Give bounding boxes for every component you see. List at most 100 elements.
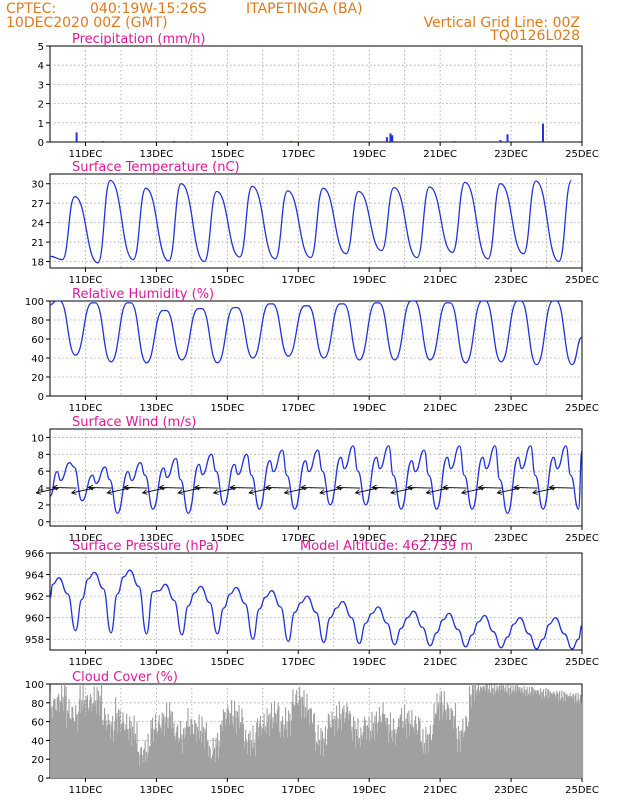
wind-vector-head [158, 484, 165, 491]
cloud-cover-bar [204, 728, 206, 778]
cloud-cover-bar [195, 723, 197, 778]
cloud-cover-bar [108, 720, 110, 778]
cloud-cover-bar [423, 742, 426, 778]
cloud-cover-bar [518, 687, 520, 778]
cloud-cover-bar [165, 721, 167, 778]
pressure-xtick-label: 23DEC [494, 657, 528, 668]
cloud-cover-bar [219, 747, 221, 778]
cloud-cover-bar [533, 688, 535, 778]
cloud-cover-bar [66, 710, 69, 778]
cloud-cover-bar [330, 727, 332, 778]
cloud-cover-bar [151, 717, 154, 778]
cloud-cover-bar [469, 696, 471, 778]
cloud-cover-bar [148, 753, 150, 778]
cloud-cover-bar [535, 690, 537, 778]
cloud-cover-bar [460, 729, 462, 778]
cloud-cover-bar [133, 715, 135, 778]
cloud-cover-bar [171, 728, 173, 778]
wind-vector-head [229, 484, 235, 491]
cloud-cover-bar [490, 693, 492, 778]
cloud-cover-bar [466, 726, 468, 778]
cloud-cover-bar [335, 720, 337, 778]
cloud-cover-bar [102, 719, 104, 778]
wind-vector-head [319, 489, 325, 495]
cloud-cover-bar [196, 742, 198, 778]
cloud-cover-bar [140, 747, 143, 778]
cloud-cover-bar [475, 690, 477, 778]
wind-ytick-label: 4 [38, 484, 44, 495]
cloud-cover-bar [539, 695, 541, 778]
cloud-cover-bar [81, 700, 83, 778]
cloud-cover-ytick-label: 60 [31, 718, 44, 729]
cloud-cover-bar [167, 717, 169, 778]
wind-vector-head [283, 489, 290, 495]
cloud-cover-bar [128, 739, 130, 778]
cloud-cover-bar [324, 742, 326, 778]
cloud-cover-bar [99, 695, 101, 778]
cloud-cover-bar [168, 728, 170, 778]
cloud-cover-bar [349, 710, 351, 778]
cloud-cover-bar [383, 713, 386, 778]
cloud-cover-bar [386, 726, 388, 778]
cloud-cover-panel: 0 20 40 60 80 100 11DEC 13DEC 15DEC 17DEC 19DEC 21D… [25, 670, 599, 796]
precipitation-bar [102, 141, 105, 142]
cloud-cover-bar [70, 719, 72, 778]
cloud-cover-bar [526, 687, 528, 778]
cloud-cover-bar [262, 723, 264, 778]
cloud-cover-bar [313, 712, 315, 778]
cloud-cover-bar [562, 701, 564, 778]
cloud-cover-bar [74, 721, 76, 778]
cloud-cover-bar [242, 716, 244, 778]
cloud-cover-bar [541, 698, 543, 778]
cloud-cover-bar [328, 715, 330, 778]
cloud-cover-bar [88, 707, 90, 778]
cloud-cover-bar [570, 696, 572, 778]
header-coords: 040:19W-15:26S [90, 1, 207, 17]
cloud-cover-bar [421, 747, 423, 778]
cloud-cover-bar [536, 693, 538, 778]
cloud-cover-bar [256, 718, 259, 778]
cloud-cover-bar [231, 722, 233, 778]
cloud-cover-bar [554, 694, 556, 778]
cloud-cover-bar [277, 702, 279, 778]
cloud-cover-bar [233, 726, 235, 778]
cloud-cover-bar [157, 721, 160, 778]
cloud-cover-bar [400, 714, 402, 778]
cloud-cover-bar [508, 695, 510, 778]
cloud-cover-bar [375, 711, 377, 778]
cloud-cover-bar [288, 721, 290, 778]
cloud-cover-bar [85, 696, 87, 778]
cloud-cover-bar [514, 692, 516, 778]
cloud-cover-bar [582, 697, 584, 778]
cloud-cover-bar [236, 733, 238, 778]
cloud-cover-bar [278, 706, 280, 778]
cloud-cover-bar [366, 724, 369, 778]
cloud-cover-bar [559, 700, 561, 778]
cloud-cover-bar [576, 700, 578, 778]
cloud-cover-bar [207, 739, 209, 778]
cloud-cover-bar [537, 690, 539, 778]
cloud-cover-bar [309, 708, 311, 778]
cloud-cover-bar [283, 724, 285, 778]
wind-vector-head [300, 484, 306, 491]
cloud-cover-bar [120, 731, 122, 778]
temperature-title: Surface Temperature (nC) [72, 160, 240, 175]
cloud-cover-bar [316, 744, 318, 778]
cloud-cover-bar [185, 721, 188, 778]
cloud-cover-ytick-label: 20 [31, 755, 44, 766]
cloud-cover-bar [82, 685, 84, 778]
cloud-cover-bar [191, 718, 193, 778]
cloud-cover-bar [279, 737, 281, 778]
cloud-cover-bar [86, 695, 89, 778]
cloud-cover-bar [119, 710, 121, 778]
cloud-cover-bar [364, 716, 366, 778]
temperature-panel: 18 21 24 27 30 11DEC 13DEC 15DEC 17DEC 19DEC 21DEC… [31, 160, 599, 286]
wind-vector-head [496, 489, 503, 495]
temperature-ytick-label: 21 [31, 238, 44, 249]
cloud-cover-bar [250, 756, 252, 778]
cloud-cover-bar [348, 713, 350, 778]
cloud-cover-bar [485, 691, 487, 778]
cloud-cover-bar [154, 730, 156, 778]
cloud-cover-bar [480, 686, 482, 778]
cloud-cover-bar [197, 731, 199, 778]
